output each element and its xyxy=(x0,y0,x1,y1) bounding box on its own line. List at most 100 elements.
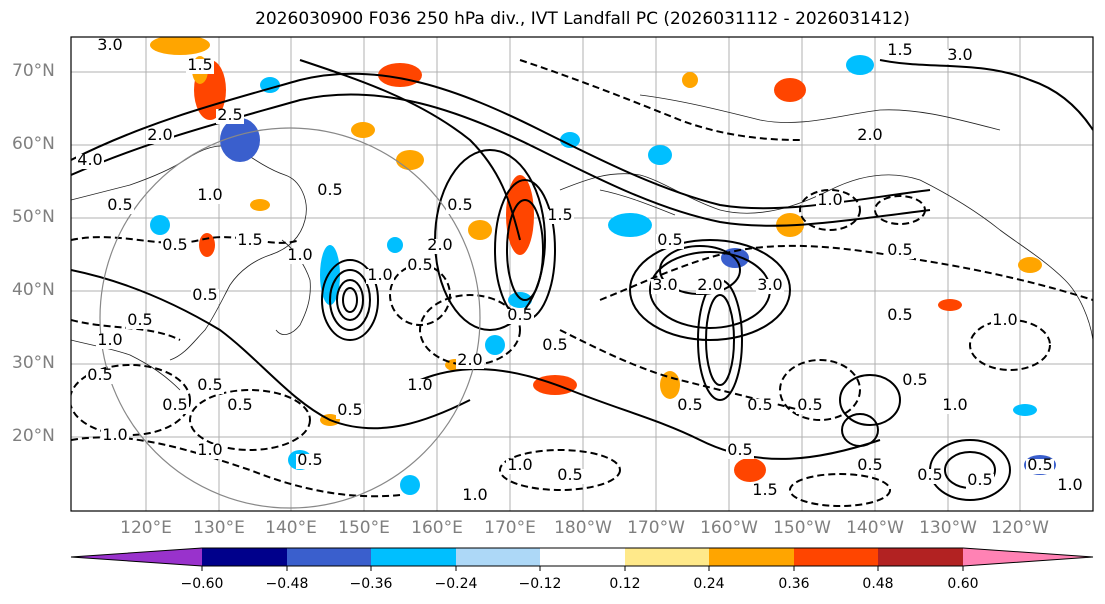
colorbar-segment xyxy=(371,548,456,566)
divergence-area xyxy=(508,292,532,308)
contour-label-bg xyxy=(796,399,824,414)
coastline xyxy=(71,145,307,361)
divergence-area xyxy=(506,175,534,255)
divergence-area xyxy=(468,220,492,240)
lon-label: 170°W xyxy=(627,518,685,538)
colorbar-segment xyxy=(540,548,625,566)
divergence-area xyxy=(1013,404,1037,416)
contour-label-bg xyxy=(406,259,434,274)
lon-label: 160°W xyxy=(700,518,758,538)
positive-contour xyxy=(321,259,379,341)
contour-label: 0.5 xyxy=(887,305,912,324)
contour-label: 2.0 xyxy=(427,235,452,254)
contour-label: 0.5 xyxy=(967,470,992,489)
contour-label-bg xyxy=(461,489,489,504)
contour-label-bg xyxy=(941,399,969,414)
positive-contour xyxy=(419,368,881,460)
contour-label-bg xyxy=(196,189,224,204)
coastlines xyxy=(71,94,1093,391)
contour-label-bg xyxy=(546,209,574,224)
colorbar-tick: −0.60 xyxy=(180,576,224,592)
contour-label: 2.0 xyxy=(147,125,172,144)
colorbar-tick: 0.12 xyxy=(609,576,641,592)
lat-label-70n: 70°N xyxy=(12,61,55,81)
contour-label-bg xyxy=(506,459,534,474)
colorbar-tick: 0.60 xyxy=(947,576,979,592)
contour-label: 0.5 xyxy=(917,465,942,484)
contour-label-bg xyxy=(196,379,224,394)
negative-contour xyxy=(779,359,861,421)
contour-label-bg xyxy=(446,199,474,214)
positive-contour xyxy=(705,294,735,386)
contour-label-bg xyxy=(316,184,344,199)
negative-contour xyxy=(189,389,311,451)
negative-contour xyxy=(519,59,801,141)
colorbar-segment xyxy=(794,548,878,566)
contour-label-bg xyxy=(286,249,314,264)
contour-label: 3.0 xyxy=(652,275,677,294)
contour-label: 0.5 xyxy=(797,395,822,414)
colorbar-tick: −0.48 xyxy=(265,576,309,592)
coastline xyxy=(599,189,676,216)
divergence-area xyxy=(608,213,652,237)
contour-label: 1.0 xyxy=(817,190,842,209)
colorbar-segment xyxy=(878,548,963,566)
contour-label-bg xyxy=(86,369,114,384)
contour-label: 3.0 xyxy=(947,45,972,64)
contour-label-bg xyxy=(901,374,929,389)
contour-label-bg xyxy=(336,404,364,419)
colorbar-tick: 0.24 xyxy=(693,576,725,592)
divergence-area xyxy=(400,475,420,495)
positive-contour xyxy=(71,269,471,430)
contour-label-bg xyxy=(366,269,394,284)
lon-label: 130°W xyxy=(919,518,977,538)
positive-contour xyxy=(71,72,931,210)
contour-label: 1.0 xyxy=(197,440,222,459)
contour-label-bg xyxy=(1026,459,1054,474)
contour-label-bg xyxy=(886,44,914,59)
coastline xyxy=(71,339,181,391)
lon-label: 150°E xyxy=(338,518,390,538)
contour-label: 0.5 xyxy=(227,395,252,414)
divergence-area xyxy=(682,72,698,88)
contour-label: 1.0 xyxy=(1057,475,1082,494)
divergence-area xyxy=(387,237,403,253)
contour-label: 0.5 xyxy=(127,310,152,329)
contour-label-bg xyxy=(506,309,534,324)
contour-label: 1.5 xyxy=(237,230,262,249)
contour-label-bg xyxy=(696,279,724,294)
negative-contour xyxy=(71,436,401,498)
contour-label: 2.0 xyxy=(697,275,722,294)
contour-label: 0.5 xyxy=(657,230,682,249)
divergence-area xyxy=(846,55,874,75)
contour-label-bg xyxy=(916,469,944,484)
positive-contour xyxy=(839,374,901,426)
contour-label: 0.5 xyxy=(677,395,702,414)
lat-label-30n: 30°N xyxy=(12,353,55,373)
contour-label-bg xyxy=(856,459,884,474)
negative-contour xyxy=(799,189,861,231)
contour-label-bg xyxy=(676,399,704,414)
contour-label-bg xyxy=(886,244,914,259)
contour-label-bg xyxy=(296,454,324,469)
divergence-area xyxy=(485,335,505,355)
positive-contour xyxy=(506,199,544,301)
contour-label: 1.0 xyxy=(197,185,222,204)
divergence-area xyxy=(774,78,806,102)
colorbar-segment xyxy=(625,548,709,566)
positive-contour xyxy=(342,287,358,313)
contour-label-bg xyxy=(126,314,154,329)
colorbar-tick: 0.36 xyxy=(778,576,810,592)
contour-label-bg xyxy=(236,234,264,249)
colorbar-tick: −0.36 xyxy=(349,576,393,592)
contour-label: 0.5 xyxy=(337,400,362,419)
contour-label: 0.5 xyxy=(87,365,112,384)
colorbar-tick: −0.24 xyxy=(434,576,478,592)
contour-label: 2.5 xyxy=(217,105,242,124)
contour-label-bg xyxy=(656,234,684,249)
colorbar-segment xyxy=(456,548,540,566)
positive-contour xyxy=(329,269,371,331)
divergence-area xyxy=(351,122,375,138)
divergence-area xyxy=(1018,257,1042,273)
